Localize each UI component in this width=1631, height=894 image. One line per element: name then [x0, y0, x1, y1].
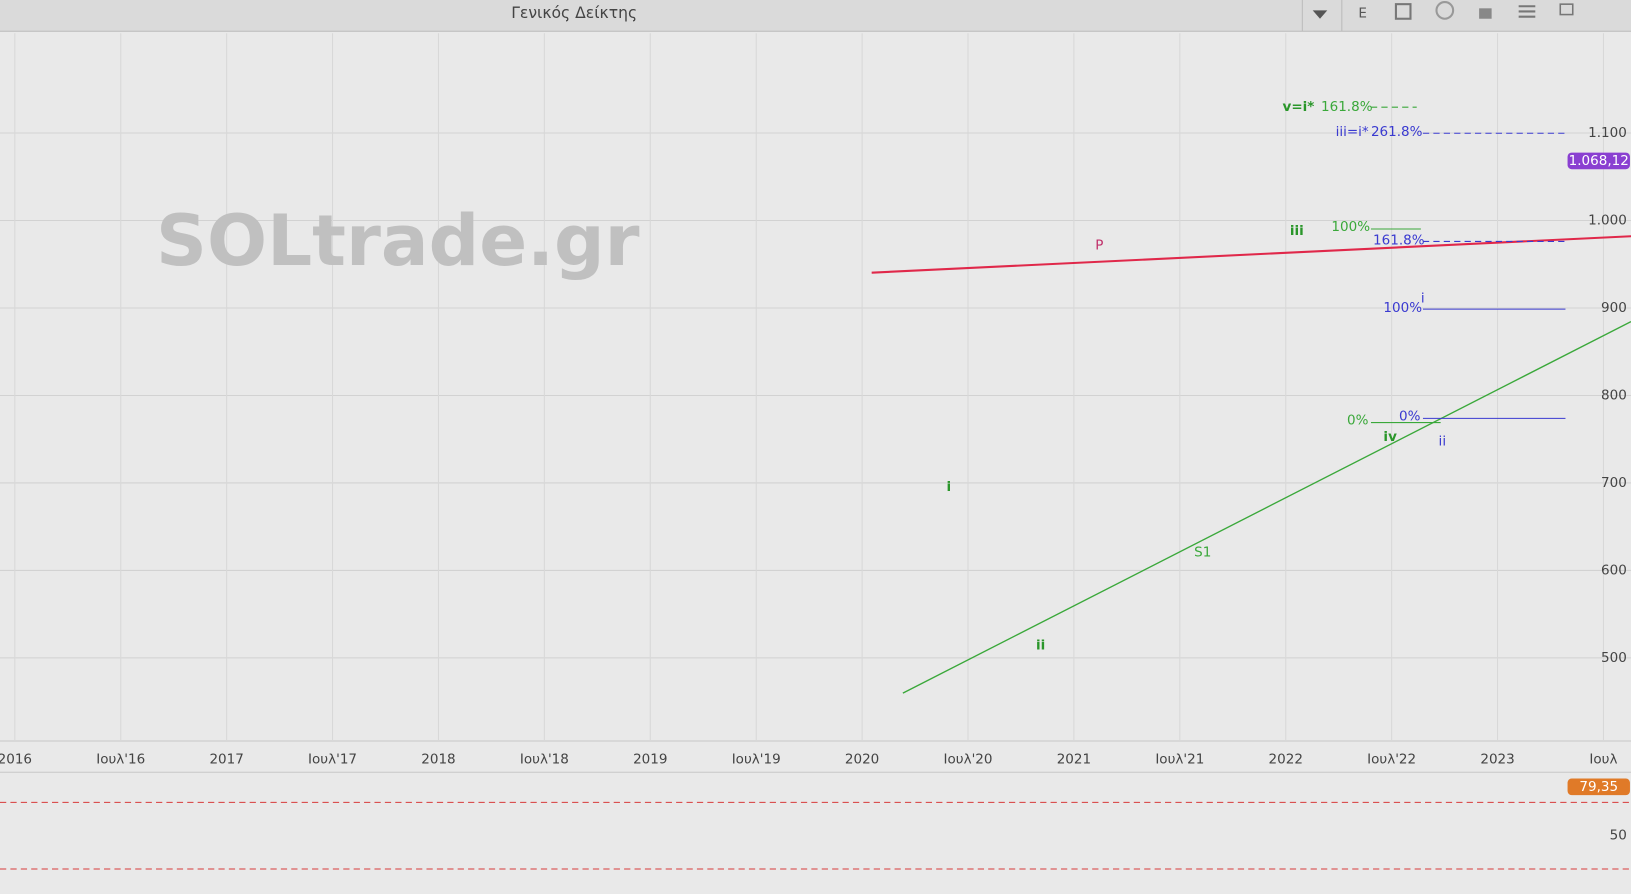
x-tick-label: Ιουλ'18: [520, 752, 569, 768]
x-tick-label: Ιουλ'17: [308, 752, 357, 768]
wave-label: iii: [1290, 223, 1304, 239]
grid: [0, 33, 1631, 742]
x-tick-label: 2019: [633, 752, 667, 768]
x-tick-label: Ιουλ'20: [944, 752, 993, 768]
menu-icon[interactable]: [1518, 5, 1536, 18]
line-label: P: [1095, 238, 1103, 254]
wave-label: iv: [1383, 429, 1397, 445]
y-tick-label: 50: [1610, 828, 1627, 844]
layout-icon[interactable]: [1394, 3, 1412, 20]
support-line[interactable]: [902, 320, 1631, 694]
x-tick-label: 2017: [209, 752, 243, 768]
x-tick-label: 2016: [0, 752, 32, 768]
dropdown-icon[interactable]: [1312, 10, 1328, 19]
y-tick-label: 900: [1601, 300, 1627, 316]
x-tick-label: 2023: [1480, 752, 1514, 768]
last-value-label: 1.068,12: [1569, 153, 1629, 169]
watermark: SOLtrade.gr: [156, 199, 640, 282]
last-value-badge: [1567, 778, 1630, 796]
x-tick-label: Ιουλ'16: [96, 752, 145, 768]
fib-label: iii=i*: [1336, 124, 1369, 140]
fib-label: 0%: [1399, 408, 1421, 424]
y-tick-label: 800: [1601, 387, 1627, 403]
x-tick-label: Ιουλ'19: [732, 752, 781, 768]
y-tick-label: 500: [1601, 650, 1627, 666]
wave-label: i: [947, 479, 952, 495]
last-value-badge: [1567, 152, 1630, 170]
comment-icon[interactable]: [1435, 1, 1455, 20]
fib-label: 100%: [1383, 300, 1422, 316]
title-bar: [0, 0, 1631, 32]
fib-label: 161.8%: [1373, 232, 1425, 248]
y-tick-label: 1.100: [1588, 125, 1627, 141]
drawings: P S1 i ii iii iv i ii v=i* 161.8% iii=i*…: [871, 99, 1631, 694]
x-tick-label: Ιουλ'22: [1367, 752, 1416, 768]
last-value-label: 79,35: [1579, 779, 1618, 795]
window-title: Γενικός Δείκτης: [511, 4, 637, 22]
wave-label: ii: [1036, 637, 1045, 653]
y-tick-label: 600: [1601, 562, 1627, 578]
fib-label: v=i*: [1283, 99, 1315, 115]
x-tick-label: Ιουλ: [1589, 752, 1617, 768]
x-tick-label: 2021: [1057, 752, 1091, 768]
restore-icon[interactable]: [1559, 3, 1574, 16]
x-tick-label: 2018: [421, 752, 455, 768]
fib-label: 261.8%: [1371, 124, 1423, 140]
plot-area: 500 600 700 800 900 1.000 1.100 2016 Ιουλ'16 2017…: [0, 125, 1631, 870]
line-label: S1: [1194, 545, 1211, 561]
resistance-line[interactable]: [871, 235, 1631, 274]
fib-label: 161.8%: [1321, 99, 1373, 115]
wave-label: i: [1421, 291, 1425, 307]
fib-label: 0%: [1347, 412, 1369, 428]
y-tick-label: 1.000: [1588, 213, 1627, 229]
toolbar-button[interactable]: E: [1358, 6, 1367, 22]
y-tick-label: 700: [1601, 475, 1627, 491]
wave-label: ii: [1439, 433, 1447, 449]
lock-icon[interactable]: [1479, 8, 1492, 19]
x-tick-label: 2020: [845, 752, 879, 768]
x-tick-label: Ιουλ'21: [1155, 752, 1204, 768]
fib-label: 100%: [1331, 219, 1370, 235]
x-tick-label: 2022: [1269, 752, 1303, 768]
